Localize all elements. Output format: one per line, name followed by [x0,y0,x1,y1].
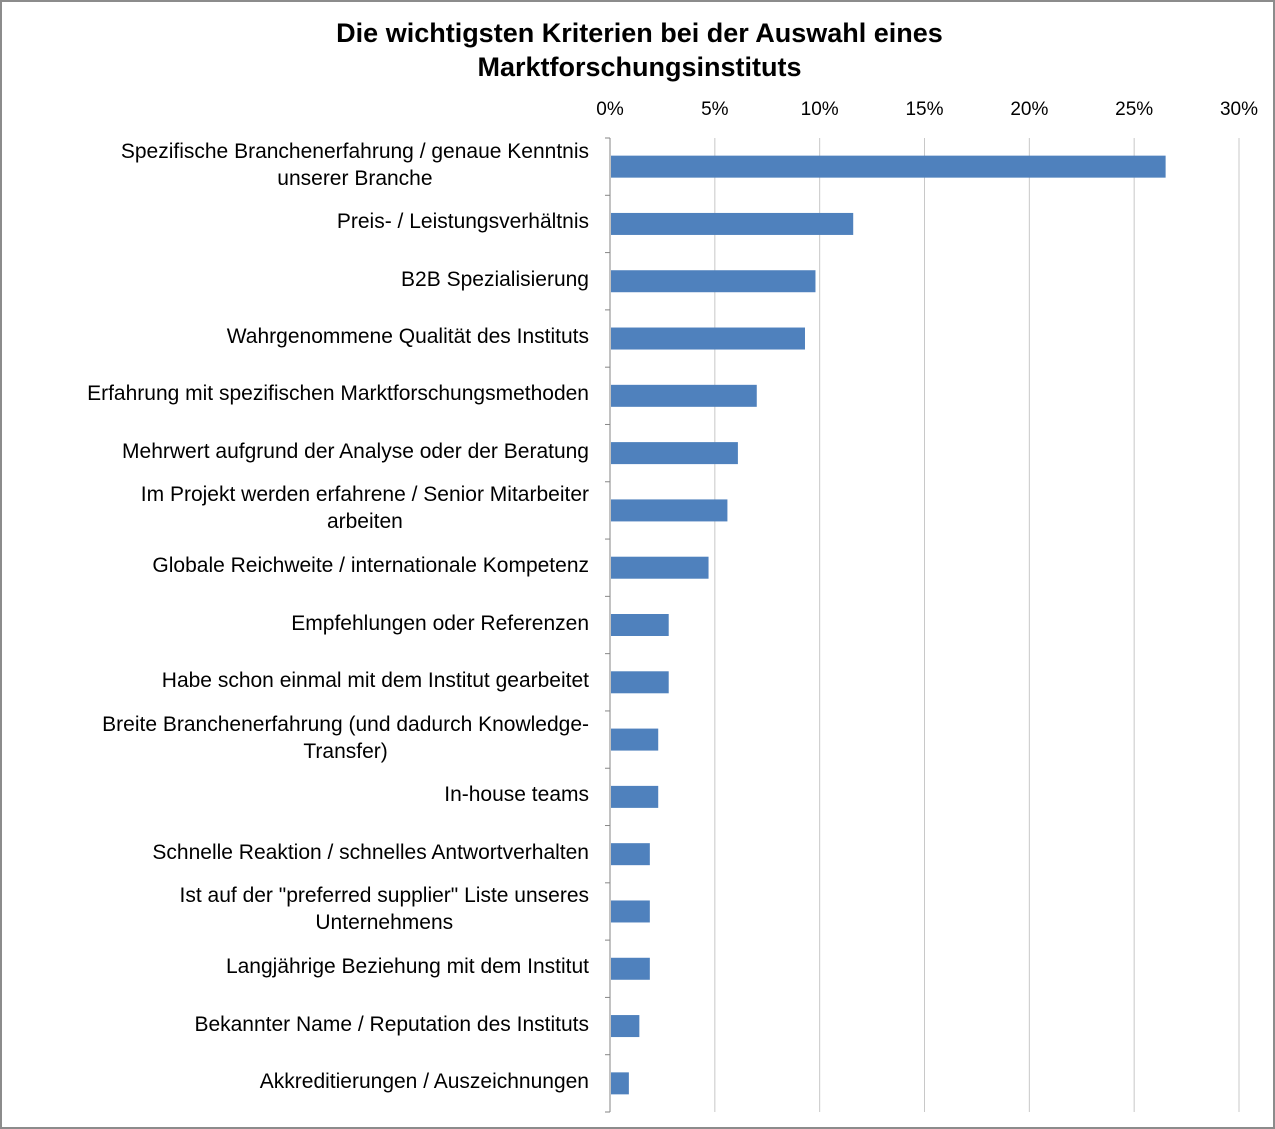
category-label: Preis- / Leistungsverhältnis [337,208,589,235]
category-label-line: Akkreditierungen / Auszeichnungen [259,1069,589,1093]
x-tick-label: 5% [701,99,729,120]
category-label: Wahrgenommene Qualität des Instituts [227,323,589,350]
bar [611,957,650,980]
bar [611,1015,640,1038]
category-label-line: Transfer) [303,739,388,763]
x-tick-label: 30% [1220,99,1258,120]
x-tick-label: 15% [905,99,943,120]
bar [611,785,659,808]
x-tick-label: 0% [596,99,624,120]
category-label: Im Projekt werden erfahrene / Senior Mit… [141,481,589,535]
category-label: Spezifische Branchenerfahrung / genaue K… [121,138,589,192]
category-label-line: Habe schon einmal mit dem Institut gearb… [161,668,589,692]
bar [611,384,757,407]
category-label-line: arbeiten [326,510,403,534]
category-label: Erfahrung mit spezifischen Marktforschun… [87,380,589,407]
category-label-line: Globale Reichweite / internationale Komp… [152,554,589,578]
bar [611,843,650,866]
x-tick-label: 25% [1115,99,1153,120]
x-tick-label: 20% [1010,99,1048,120]
category-label: B2B Spezialisierung [401,266,589,293]
category-label: Empfehlungen oder Referenzen [291,610,589,637]
category-label-line: Unternehmens [315,911,454,935]
bar [611,327,805,350]
x-tick-label: 10% [801,99,839,120]
chart-title-line-2: Marktforschungsinstituts [477,52,802,82]
category-label: Schnelle Reaktion / schnelles Antwortver… [152,839,589,866]
category-label: Ist auf der "preferred supplier" Liste u… [180,882,589,936]
category-label: Globale Reichweite / internationale Komp… [152,552,589,579]
bar [611,442,738,465]
bar [611,728,659,751]
category-label-line: Bekannter Name / Reputation des Institut… [194,1012,589,1036]
chart-title-line-1: Die wichtigsten Kriterien bei der Auswah… [336,18,943,48]
bar [611,556,709,579]
category-label-line: Ist auf der "preferred supplier" Liste u… [179,884,589,908]
category-label: Breite Branchenerfahrung (und dadurch Kn… [102,711,589,765]
bar [611,499,728,522]
category-label-line: Wahrgenommene Qualität des Instituts [226,325,589,349]
category-label: Habe schon einmal mit dem Institut gearb… [162,667,589,694]
category-label: Langjährige Beziehung mit dem Institut [226,953,589,980]
category-label-line: B2B Spezialisierung [401,267,589,291]
category-label-line: Mehrwert aufgrund der Analyse oder der B… [122,439,589,463]
bar [611,1072,629,1095]
bar [611,155,1166,178]
category-label-line: Langjährige Beziehung mit dem Institut [225,955,589,979]
category-label-line: Breite Branchenerfahrung (und dadurch Kn… [102,712,589,736]
category-label-line: Schnelle Reaktion / schnelles Antwortver… [152,840,589,864]
category-label-line: unserer Branche [277,166,433,190]
category-label: Bekannter Name / Reputation des Institut… [194,1011,589,1038]
bar [611,212,854,235]
bar [611,671,669,694]
chart-title: Die wichtigsten Kriterien bei der Auswah… [2,16,1275,84]
category-label: Mehrwert aufgrund der Analyse oder der B… [122,438,589,465]
category-label-line: Preis- / Leistungsverhältnis [336,210,589,234]
bar [611,900,650,923]
category-label-line: In-house teams [444,783,589,807]
bar [611,270,816,293]
bar [611,614,669,636]
category-label-line: Spezifische Branchenerfahrung / genaue K… [120,139,589,163]
category-label-line: Erfahrung mit spezifischen Marktforschun… [87,382,589,406]
category-label: In-house teams [444,781,589,808]
category-label: Akkreditierungen / Auszeichnungen [260,1068,589,1095]
category-label-line: Im Projekt werden erfahrene / Senior Mit… [140,483,589,507]
category-label-line: Empfehlungen oder Referenzen [291,611,589,635]
